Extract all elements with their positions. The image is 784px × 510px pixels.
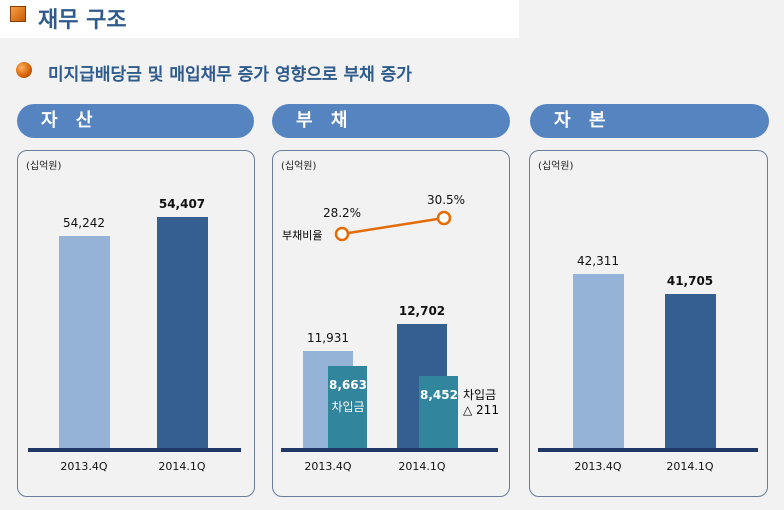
x-tick-label: 2014.1Q <box>158 460 206 473</box>
borrowings-bar <box>328 366 367 448</box>
value-label: 54,242 <box>63 216 105 231</box>
borrowings-bar <box>419 375 458 448</box>
bar <box>573 274 624 448</box>
debt-ratio-label: 28.2% <box>322 206 362 220</box>
unit-label: (십억원) <box>26 161 62 172</box>
borrowings-change-value: △ 211 <box>463 403 499 417</box>
value-label: 12,702 <box>398 304 446 318</box>
liabilities-header: 부 채 <box>272 104 510 138</box>
borrowings-value: 8,452 <box>420 387 458 402</box>
subtitle: 미지급배당금 및 매입채무 증가 영향으로 부채 증가 <box>48 65 412 85</box>
bar <box>59 236 110 448</box>
value-label: 11,931 <box>307 331 349 346</box>
unit-label: (십억원) <box>538 161 574 172</box>
equity-panel: (십억원) <box>529 150 768 497</box>
borrowings-change-label: 차입금 <box>463 388 497 402</box>
baseline <box>28 448 241 452</box>
debt-ratio-legend: 부채비율 <box>282 229 323 242</box>
x-tick-label: 2013.4Q <box>304 460 352 473</box>
debt-ratio-label: 30.5% <box>426 193 466 207</box>
borrowings-change: 차입금 △ 211 <box>463 388 499 418</box>
unit-label: (십억원) <box>281 161 317 172</box>
value-label: 54,407 <box>158 197 206 211</box>
debt-ratio-point <box>334 226 350 242</box>
assets-header: 자 산 <box>17 104 254 138</box>
x-tick-label: 2014.1Q <box>666 460 714 473</box>
value-label: 41,705 <box>666 273 714 288</box>
debt-ratio-line <box>341 216 445 236</box>
title-bar <box>0 0 519 38</box>
x-tick-label: 2014.1Q <box>398 460 446 473</box>
debt-ratio-point <box>436 210 452 226</box>
value-label: 42,311 <box>577 254 619 268</box>
bar <box>157 217 208 448</box>
baseline <box>281 448 498 452</box>
assets-panel: (십억원) <box>17 150 255 497</box>
borrowings-value: 8,663 <box>329 378 367 392</box>
bar <box>665 293 716 448</box>
borrowings-label: 차입금 <box>331 400 365 414</box>
x-tick-label: 2013.4Q <box>60 460 108 473</box>
equity-header: 자 본 <box>530 104 769 138</box>
square-bullet-icon <box>10 6 26 22</box>
page-title: 재무 구조 <box>38 8 127 33</box>
x-tick-label: 2013.4Q <box>574 460 622 473</box>
baseline <box>538 448 758 452</box>
orb-bullet-icon <box>16 62 32 78</box>
